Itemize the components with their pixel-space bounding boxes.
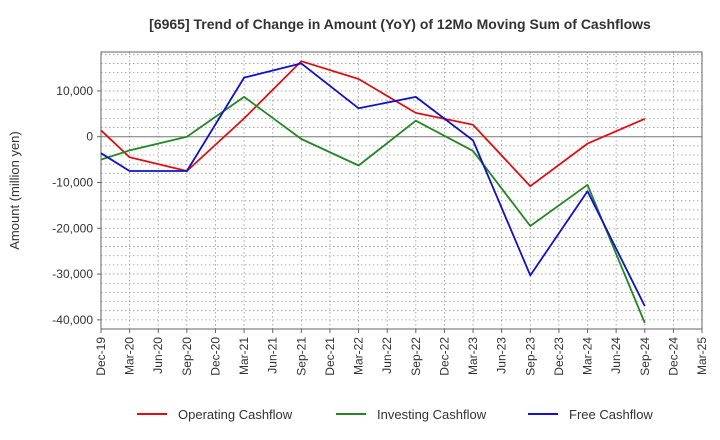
chart-title: [6965] Trend of Change in Amount (YoY) o… xyxy=(149,16,651,32)
x-tick-label: Dec-21 xyxy=(323,337,337,376)
y-tick-label: 0 xyxy=(86,130,93,144)
x-tick-label: Mar-23 xyxy=(466,337,480,375)
legend-label: Free Cashflow xyxy=(569,407,653,422)
y-tick-label: -40,000 xyxy=(52,313,93,327)
x-tick-label: Jun-20 xyxy=(151,337,165,374)
series-line xyxy=(100,60,646,188)
y-tick-label: -30,000 xyxy=(52,267,93,281)
legend: Operating Cashflow Investing Cashflow Free… xyxy=(137,407,653,422)
x-tick-label: Mar-22 xyxy=(352,337,366,375)
x-tick-label: Mar-21 xyxy=(237,337,251,375)
grid xyxy=(100,52,703,330)
x-tick-label: Mar-24 xyxy=(581,337,595,375)
x-tick-label: Dec-22 xyxy=(437,337,451,376)
x-tick-label: Mar-25 xyxy=(695,337,709,375)
y-axis-label: Amount (million yen) xyxy=(7,131,22,250)
plot-area xyxy=(100,51,703,330)
x-tick-label: Sep-20 xyxy=(180,337,194,376)
x-tick-label: Jun-22 xyxy=(380,337,394,374)
x-tick-label: Jun-24 xyxy=(609,337,623,374)
x-tick-label: Dec-24 xyxy=(666,337,680,376)
x-tick-label: Dec-23 xyxy=(552,337,566,376)
x-tick-label: Dec-19 xyxy=(94,337,108,376)
x-tick-label: Sep-21 xyxy=(294,337,308,376)
x-tick-label: Sep-24 xyxy=(638,337,652,376)
y-axis: 10,000 0 -10,000 -20,000 -30,000 -40,000 xyxy=(52,84,101,327)
x-tick-label: Jun-21 xyxy=(266,337,280,374)
y-tick-label: 10,000 xyxy=(56,84,93,98)
y-tick-label: -10,000 xyxy=(52,175,93,189)
x-tick-label: Sep-22 xyxy=(409,337,423,376)
x-tick-label: Mar-20 xyxy=(123,337,137,375)
x-tick-label: Sep-23 xyxy=(523,337,537,376)
series-line xyxy=(100,96,646,324)
series-line xyxy=(100,62,646,307)
legend-label: Investing Cashflow xyxy=(377,407,487,422)
legend-label: Operating Cashflow xyxy=(178,407,293,422)
x-axis: Dec-19 Mar-20 Jun-20 Sep-20 Dec-20 Mar-21 Jun-… xyxy=(94,329,709,376)
series-lines xyxy=(100,60,646,324)
y-tick-label: -20,000 xyxy=(52,221,93,235)
x-tick-label: Jun-23 xyxy=(495,337,509,374)
x-tick-label: Dec-20 xyxy=(208,337,222,376)
